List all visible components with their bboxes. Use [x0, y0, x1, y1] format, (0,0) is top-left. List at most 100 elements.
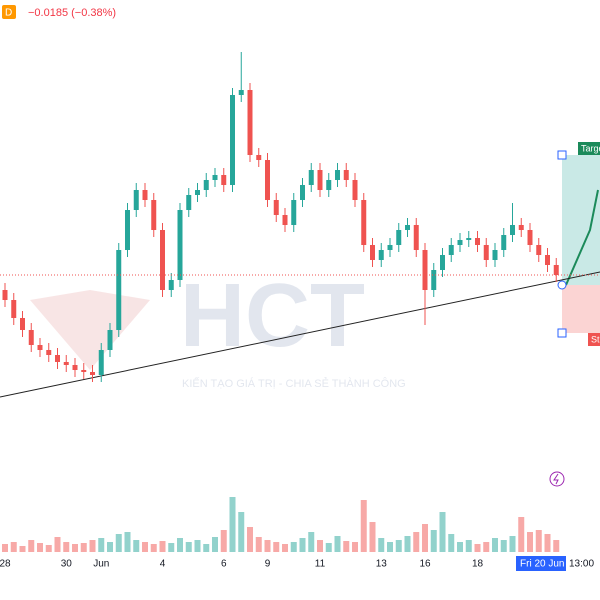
- candle-body: [230, 95, 235, 185]
- volume-bar: [80, 543, 87, 552]
- volume-bar: [430, 530, 437, 552]
- watermark: HCT KIẾN TẠO GIÁ TRỊ - CHIA SẺ THÀNH CÔN…: [30, 266, 406, 390]
- volume-bar: [10, 542, 17, 552]
- candle-body: [46, 350, 52, 355]
- volume-bar: [439, 512, 446, 552]
- candle-body: [475, 238, 480, 245]
- x-tick-label: 18: [472, 559, 484, 570]
- volume-bar: [395, 540, 402, 552]
- alert-icon[interactable]: [549, 471, 565, 487]
- watermark-logo: HCT: [180, 266, 365, 366]
- volume-bar: [185, 542, 192, 552]
- volume-bar: [474, 544, 481, 552]
- crosshair-time: 13:00: [569, 559, 594, 570]
- handle[interactable]: [557, 150, 567, 160]
- trend-line: [0, 271, 600, 398]
- volume-bar: [212, 537, 218, 552]
- candle-body: [553, 265, 559, 275]
- candle-body: [300, 185, 305, 200]
- candle-body: [125, 210, 130, 250]
- candle-body: [396, 230, 402, 245]
- volume-bar: [465, 540, 472, 552]
- volume-bar: [352, 542, 358, 552]
- candle-body: [335, 170, 340, 180]
- volume-bar: [45, 545, 52, 552]
- candle-body: [308, 170, 314, 185]
- candle-body: [387, 245, 393, 250]
- stop-zone: [562, 285, 600, 333]
- volume-bar: [19, 546, 26, 552]
- x-axis-labels: 28 30 Jun 4 6 9 11 13 16 18: [0, 559, 483, 570]
- volume-bar: [89, 540, 96, 552]
- candle-body: [116, 250, 122, 330]
- x-axis: [0, 555, 600, 600]
- candle-body: [63, 362, 69, 365]
- volume-bar: [115, 534, 122, 552]
- candle-body: [11, 300, 17, 318]
- candle-body: [440, 255, 445, 270]
- candle-body: [28, 330, 34, 345]
- handle[interactable]: [557, 280, 567, 290]
- x-tick-label: 30: [61, 559, 73, 570]
- volume-bar: [343, 541, 350, 552]
- target-zone: [562, 155, 600, 285]
- interval: D: [5, 8, 12, 19]
- candle-body: [431, 270, 437, 290]
- volume-bar: [229, 497, 236, 552]
- volume-bar: [404, 536, 411, 552]
- volume-bar: [527, 532, 533, 552]
- x-tick-label: 16: [419, 559, 431, 570]
- volume-bar: [422, 524, 428, 552]
- volume-bar: [308, 532, 315, 552]
- x-tick-label: 9: [265, 559, 271, 570]
- candle-body: [518, 225, 524, 230]
- candle-body: [247, 90, 253, 155]
- interval-badge[interactable]: [2, 5, 16, 19]
- candle-body: [536, 245, 542, 255]
- candle-body: [361, 200, 367, 245]
- crosshair-date: Fri 20 Jun '25: [520, 559, 581, 570]
- volume-bar: [273, 542, 280, 552]
- candle-body: [203, 180, 209, 190]
- candle-body: [195, 190, 200, 195]
- candle-body: [448, 245, 454, 255]
- volume-bar: [177, 538, 183, 552]
- stop-label-bg: [588, 333, 600, 346]
- volume-bar: [457, 542, 463, 552]
- plot: [0, 52, 600, 552]
- candle-body: [352, 180, 358, 200]
- candle-body: [2, 290, 8, 300]
- candle-body: [256, 155, 262, 160]
- candle-body: [545, 255, 550, 265]
- volume-bar: [54, 537, 61, 552]
- change: −0.0185 (−0.38%): [28, 7, 116, 19]
- volume-bar: [413, 532, 420, 552]
- volume-bar: [63, 542, 70, 552]
- volume-bar: [168, 543, 175, 552]
- volume-bar: [553, 540, 560, 552]
- candle-body: [457, 240, 463, 245]
- volume-bar: [334, 536, 341, 552]
- candle-body: [221, 175, 227, 185]
- stop-label: St: [591, 334, 600, 344]
- candle-body: [343, 170, 349, 180]
- candle-body: [291, 200, 297, 225]
- candle-body: [238, 90, 244, 95]
- x-tick-label: 6: [221, 559, 227, 570]
- candle-body: [98, 350, 104, 375]
- x-tick-label: 11: [315, 559, 326, 570]
- candle-body: [107, 330, 113, 350]
- candle-body: [133, 190, 139, 210]
- volume-bar: [282, 544, 288, 552]
- candle-body: [527, 230, 533, 245]
- volume-bar: [492, 538, 498, 552]
- candle-body: [492, 250, 498, 260]
- handle[interactable]: [557, 328, 567, 338]
- candle-body: [151, 200, 157, 230]
- candle-body: [370, 245, 375, 260]
- watermark-icon: [30, 290, 150, 370]
- volume-bar: [448, 534, 455, 552]
- volume-bar: [378, 538, 385, 552]
- candle-body: [72, 365, 78, 370]
- volume-bar: [107, 542, 113, 552]
